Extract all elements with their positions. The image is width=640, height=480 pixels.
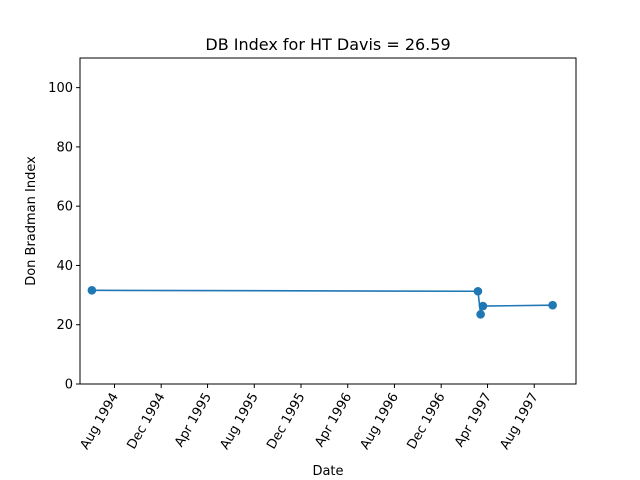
x-tick-label: Aug 1995 [217, 391, 261, 453]
x-axis: Aug 1994 Dec 1994 Apr 1995 Aug 1995 Dec 1995… [78, 384, 542, 452]
y-tick-label: 0 [65, 378, 73, 393]
y-tick-label: 60 [56, 200, 73, 215]
y-tick-label: 100 [48, 81, 73, 96]
x-tick-label: Apr 1995 [172, 391, 215, 450]
chart-title: DB Index for HT Davis = 26.59 [205, 35, 450, 54]
x-tick-label: Dec 1995 [264, 391, 308, 453]
y-tick-label: 80 [56, 140, 73, 155]
x-tick-label: Aug 1994 [78, 391, 122, 453]
data-point [87, 286, 97, 295]
y-axis: 0 20 40 60 80 100 [48, 81, 80, 393]
y-tick-label: 40 [56, 259, 73, 274]
x-tick-label: Apr 1996 [312, 391, 355, 450]
plot-frame [79, 57, 577, 385]
x-tick-label: Aug 1996 [358, 391, 402, 453]
x-tick-label: Apr 1997 [452, 391, 495, 450]
x-axis-title: Date [312, 464, 343, 479]
data-point [473, 286, 483, 296]
data-point [476, 310, 485, 319]
y-tick-label: 20 [56, 318, 73, 333]
data-point [478, 301, 488, 311]
x-tick-label: Aug 1997 [497, 391, 541, 453]
data-point [548, 300, 557, 310]
x-tick-label: Dec 1994 [124, 391, 168, 453]
x-tick-label: Dec 1996 [404, 391, 448, 453]
y-axis-title: Don Bradman Index [24, 156, 39, 286]
plot-area [87, 286, 557, 319]
